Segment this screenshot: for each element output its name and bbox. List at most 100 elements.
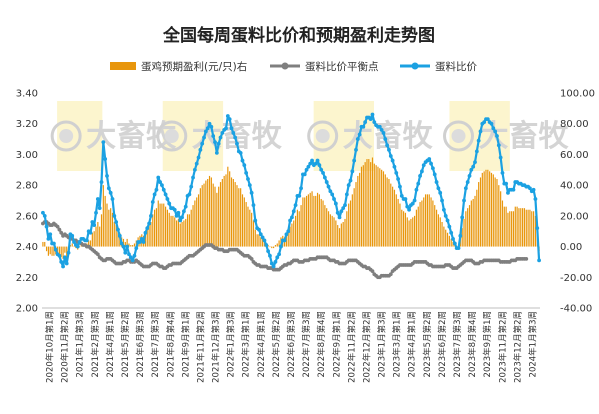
- profit-bar: [501, 200, 504, 247]
- profit-bar: [366, 159, 368, 247]
- profit-bar: [426, 194, 428, 247]
- ratio-point: [535, 226, 540, 231]
- ratio-point: [240, 158, 245, 163]
- profit-bar: [381, 169, 383, 247]
- profit-bar: [97, 222, 99, 247]
- profit-bar: [210, 177, 212, 247]
- ratio-point: [174, 213, 179, 218]
- ratio-point: [271, 264, 276, 269]
- profit-bar: [164, 206, 167, 247]
- legend-marker-breakeven: [281, 62, 289, 70]
- profit-bar: [340, 223, 342, 247]
- profit-bar: [344, 218, 346, 247]
- legend-swatch-profit: [110, 62, 136, 70]
- ratio-point: [145, 226, 150, 231]
- profit-bar: [190, 209, 192, 247]
- ratio-point: [489, 121, 494, 126]
- ratio-point: [447, 224, 452, 229]
- ratio-point: [147, 221, 152, 226]
- ratio-point: [432, 172, 437, 177]
- ratio-point: [72, 240, 76, 244]
- ratio-point: [290, 215, 294, 220]
- profit-bar: [99, 226, 101, 247]
- profit-bar: [62, 246, 64, 259]
- x-tick-label: 2024年1月第3周: [527, 311, 538, 377]
- profit-bar: [315, 195, 317, 247]
- x-tick-label: 2022年3月第1周: [241, 311, 252, 377]
- profit-bar: [88, 240, 90, 247]
- ratio-point: [434, 180, 439, 184]
- ratio-point: [277, 252, 281, 257]
- profit-bar: [205, 180, 207, 247]
- profit-bar: [234, 182, 236, 247]
- x-tick-label: 2021年9月第1周: [180, 311, 191, 377]
- profit-bar: [406, 217, 408, 247]
- profit-bar: [487, 169, 489, 247]
- ratio-point: [322, 175, 327, 180]
- breakeven-point: [55, 224, 60, 229]
- profit-bar: [95, 226, 97, 247]
- ratio-point: [443, 213, 448, 218]
- breakeven-point: [95, 252, 100, 257]
- profit-bar: [102, 185, 104, 247]
- y-left-tick-label: 2.60: [16, 211, 38, 222]
- profit-bar: [196, 197, 198, 247]
- profit-bar: [56, 246, 59, 256]
- x-tick-label: 2023年5月第2周: [422, 311, 433, 377]
- ratio-point: [110, 197, 115, 201]
- profit-bar: [73, 246, 75, 248]
- profit-bar: [479, 177, 482, 247]
- profit-bar: [111, 212, 114, 247]
- ratio-point: [348, 178, 353, 183]
- legend-marker-ratio: [411, 62, 419, 70]
- profit-bar: [463, 218, 465, 247]
- profit-bar: [291, 223, 293, 247]
- x-tick-label: 2022年5月第2周: [271, 311, 282, 377]
- profit-bar: [219, 182, 222, 247]
- profit-bar: [304, 197, 306, 247]
- profit-bar: [337, 225, 339, 247]
- ratio-point: [75, 244, 80, 249]
- ratio-point: [121, 244, 126, 249]
- profit-bar: [428, 194, 430, 247]
- x-axis: 2020年10月第1周 2020年11月第2周 2021年1月第3周 2021年2月第…: [42, 307, 540, 383]
- profit-bar: [496, 179, 498, 247]
- profit-bar: [285, 232, 288, 247]
- profit-bar: [207, 179, 209, 247]
- ratio-point: [266, 249, 271, 254]
- ratio-point: [200, 141, 205, 146]
- profit-bar: [155, 208, 158, 247]
- ratio-point: [167, 201, 172, 206]
- profit-bar: [373, 163, 375, 247]
- profit-bar: [348, 203, 350, 247]
- profit-bars: [42, 157, 540, 259]
- ratio-point: [385, 143, 390, 148]
- x-tick-label: 2023年3月第1周: [392, 311, 403, 377]
- profit-bar: [245, 202, 247, 247]
- profit-bar: [47, 246, 50, 256]
- ratio-point: [224, 126, 228, 131]
- watermark-text: 大畜牧: [479, 119, 570, 154]
- ratio-point: [48, 232, 53, 237]
- profit-bar: [223, 175, 225, 247]
- ratio-point: [160, 183, 164, 188]
- ratio-point: [451, 236, 455, 241]
- profit-bar: [434, 205, 436, 247]
- x-tick-label: 2020年10月第1周: [45, 311, 56, 383]
- profit-bar: [276, 243, 278, 247]
- x-tick-label: 2023年6月第2周: [437, 311, 448, 377]
- ratio-point: [482, 120, 487, 125]
- ratio-point: [337, 215, 342, 220]
- profit-bar: [307, 194, 309, 247]
- x-tick-label: 2022年12月第2周: [361, 311, 372, 383]
- profit-bar: [368, 159, 370, 247]
- profit-bar: [505, 206, 507, 247]
- ratio-point: [372, 120, 377, 125]
- ratio-point: [531, 187, 536, 192]
- profit-bar: [335, 220, 337, 247]
- ratio-point: [138, 240, 142, 244]
- profit-bar: [388, 179, 390, 247]
- profit-bar: [507, 212, 509, 247]
- profit-bar: [179, 223, 181, 247]
